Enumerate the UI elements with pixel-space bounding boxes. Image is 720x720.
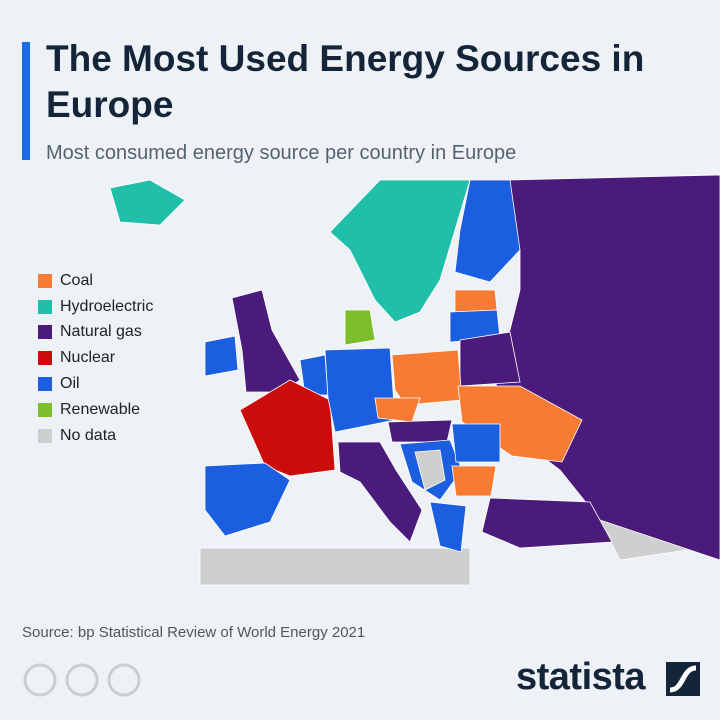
legend-swatch [38,377,52,392]
legend-swatch [38,351,52,366]
legend-swatch [38,325,52,340]
legend-label: Oil [60,375,80,393]
region [451,465,497,497]
legend-label: Renewable [60,400,141,418]
region [454,179,521,283]
brand-icon [666,662,700,696]
legend-label: Natural gas [60,323,142,341]
legend-swatch [38,273,52,288]
source: Source: bp Statistical Review of World E… [22,624,366,641]
region [457,385,583,463]
legend-item: Nuclear [38,345,153,371]
region [481,497,613,549]
legend-label: Hydroelectric [60,297,154,315]
legend-label: Nuclear [60,349,116,367]
region [451,423,501,463]
region [109,179,186,226]
region [204,335,239,377]
title: The Most Used Energy Sources in Europe [46,38,645,125]
brand: statista [516,656,646,698]
legend-item: Hydroelectric [38,294,153,320]
legend-label: No data [60,426,117,444]
region [374,397,421,423]
region [387,419,453,443]
region [429,501,467,553]
legend-swatch [38,299,52,314]
legend-item: Oil [38,371,153,397]
legend-item: Renewable [38,397,153,423]
legend-item: No data [38,423,153,449]
region [204,462,291,537]
region [199,547,471,586]
cc-icons [23,663,141,697]
region [329,179,471,323]
region [459,331,521,387]
region [324,347,396,433]
region [454,289,498,313]
accent-bar [22,42,30,160]
legend-swatch [38,428,52,443]
region [231,289,301,393]
region [414,449,446,491]
legend-label: Coal [60,271,93,289]
region [344,309,376,346]
legend-swatch [38,402,52,417]
legend: Coal Hydroelectric Natural gas Nuclear Oil Re… [38,268,153,449]
legend-item: Natural gas [38,320,153,346]
region [391,349,463,406]
region [337,441,423,543]
legend-item: Coal [38,268,153,294]
subtitle: Most consumed energy source per country … [46,142,517,164]
